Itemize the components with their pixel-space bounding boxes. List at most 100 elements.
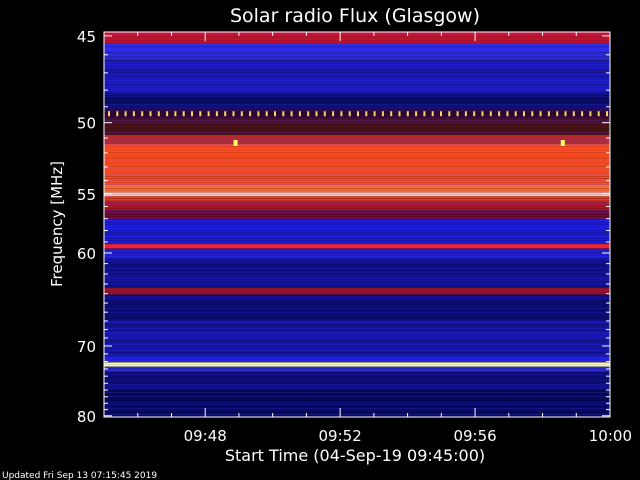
y-tick-label: 55 xyxy=(77,186,96,204)
spectral-streak xyxy=(104,64,610,65)
spectral-streak xyxy=(104,294,610,295)
spectral-streak xyxy=(104,74,610,75)
spectral-streak xyxy=(104,62,610,63)
interference-dot xyxy=(589,111,592,117)
spectral-streak xyxy=(104,128,610,129)
interference-dot xyxy=(207,111,210,117)
spectral-streak xyxy=(104,364,610,365)
interference-dot xyxy=(323,111,326,117)
spectral-streak xyxy=(104,196,610,197)
interference-dot xyxy=(298,111,301,117)
spectral-streak xyxy=(104,38,610,39)
y-tick-label: 45 xyxy=(77,28,96,46)
spectral-streak xyxy=(104,402,610,403)
spectral-streak xyxy=(104,142,610,143)
spectral-streak xyxy=(104,414,610,415)
spectral-streak xyxy=(104,36,610,37)
chart-title: Solar radio Flux (Glasgow) xyxy=(230,5,480,27)
interference-dot xyxy=(365,111,368,117)
spectral-streak xyxy=(104,338,610,339)
y-axis: 45 50 55 60 70 80 xyxy=(77,28,610,426)
spectral-streak xyxy=(104,246,610,247)
spectral-streak xyxy=(104,204,610,205)
frequency-band xyxy=(104,184,610,193)
spectral-streak xyxy=(104,152,610,153)
y-tick-label: 70 xyxy=(77,338,96,356)
spectral-streak xyxy=(104,88,610,89)
spectral-streak xyxy=(104,102,610,103)
frequency-band xyxy=(104,248,610,260)
interference-dot xyxy=(406,111,409,117)
spectral-streak xyxy=(104,150,610,151)
interference-dot xyxy=(523,111,525,117)
interference-dot xyxy=(606,111,608,117)
spectral-streak xyxy=(104,398,610,399)
spectral-streak xyxy=(104,136,610,137)
spectral-streak xyxy=(104,40,610,41)
spectral-streak xyxy=(104,386,610,387)
spectral-streak xyxy=(104,50,610,51)
spectral-streak xyxy=(104,126,610,127)
spectral-streak xyxy=(104,412,610,413)
spectral-streak xyxy=(104,332,610,333)
y-tick-label: 80 xyxy=(77,408,96,426)
interference-dot xyxy=(473,111,476,117)
spectral-streak xyxy=(104,316,610,317)
frequency-band xyxy=(104,321,610,356)
interference-dot xyxy=(464,111,467,117)
spectral-streak xyxy=(104,208,610,209)
spectral-streak xyxy=(104,176,610,177)
spectral-streak xyxy=(104,286,610,287)
spectral-streak xyxy=(104,302,610,303)
spectral-streak xyxy=(104,226,610,227)
spectral-streak xyxy=(104,96,610,97)
frequency-band xyxy=(104,219,610,245)
interference-dot xyxy=(423,111,426,117)
y-axis-label: Frequency [MHz] xyxy=(48,161,66,287)
spectral-streak xyxy=(104,66,610,67)
interference-dot xyxy=(489,111,492,117)
spectral-streak xyxy=(104,70,610,71)
spectral-streak xyxy=(104,110,610,111)
interference-dot xyxy=(514,111,517,117)
spectral-streak xyxy=(104,348,610,349)
interference-dot xyxy=(157,111,160,117)
spectral-streak xyxy=(104,54,610,55)
spectral-streak xyxy=(104,132,610,133)
spectral-streak xyxy=(104,356,610,357)
spectral-streak xyxy=(104,388,610,389)
y-tick-label: 60 xyxy=(77,245,96,263)
spectral-streak xyxy=(104,260,610,261)
frequency-band xyxy=(104,371,610,391)
spectral-streak xyxy=(104,310,610,311)
interference-dot xyxy=(307,111,310,117)
spectral-streak xyxy=(104,198,610,199)
spectral-streak xyxy=(104,256,610,257)
interference-dot xyxy=(249,111,252,117)
interference-dot xyxy=(191,111,193,117)
interference-dot xyxy=(381,111,384,117)
spectral-streak xyxy=(104,404,610,405)
spectral-streak xyxy=(104,400,610,401)
frequency-band xyxy=(104,192,610,197)
spectral-streak xyxy=(104,186,610,187)
spectral-streak xyxy=(104,118,610,119)
spectral-streak xyxy=(104,98,610,99)
spectral-streak xyxy=(104,272,610,273)
frequency-band xyxy=(104,244,610,249)
spectral-streak xyxy=(104,210,610,211)
spectral-streak xyxy=(104,342,610,343)
x-tick-label: 09:48 xyxy=(184,427,227,445)
interference-dot xyxy=(597,111,600,117)
x-tick-label: 09:52 xyxy=(319,427,362,445)
spectral-streak xyxy=(104,90,610,91)
spectral-streak xyxy=(104,376,610,377)
spectral-streak xyxy=(104,268,610,269)
interference-dot xyxy=(456,111,459,117)
frequency-band xyxy=(104,210,610,220)
spectral-streak xyxy=(104,104,610,105)
frequency-band xyxy=(104,135,610,144)
spectral-streak xyxy=(104,42,610,43)
spectral-streak xyxy=(104,106,610,107)
